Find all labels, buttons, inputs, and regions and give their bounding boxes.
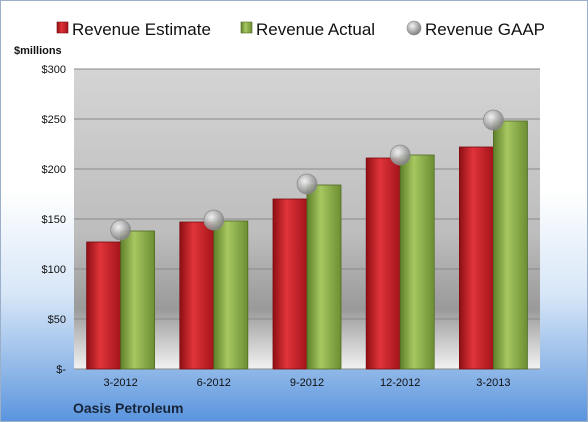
bar-revenue-estimate [272,198,308,370]
marker-revenue-gaap [110,219,131,241]
legend-swatch-gaap [406,20,422,36]
gaap-markers [110,109,504,241]
y-tick-label: $250 [42,114,66,126]
y-tick-label: $150 [42,214,66,226]
y-tick-label: $200 [42,164,66,176]
legend-label-estimate: Revenue Estimate [72,20,211,39]
bar-revenue-actual [399,154,435,370]
marker-revenue-gaap [389,144,411,166]
y-tick-label: $- [56,364,66,376]
legend-swatch-actual [240,21,253,34]
bar-revenue-estimate [179,221,215,370]
x-tick-label: 12-2012 [380,377,420,389]
legend-label-actual: Revenue Actual [256,20,375,39]
marker-revenue-gaap [483,109,504,131]
legend-label-gaap: Revenue GAAP [425,20,545,39]
y-axis-ticks: $- $50 $100 $150 $200 $250 $300 [42,64,67,376]
bar-revenue-estimate [365,157,401,370]
marker-revenue-gaap [203,209,225,231]
x-tick-label: 9-2012 [290,377,324,389]
bars [86,120,528,370]
x-tick-label: 6-2012 [197,377,231,389]
y-tick-label: $50 [48,314,66,326]
marker-revenue-gaap [296,173,318,195]
x-axis-ticks: 3-2012 6-2012 9-2012 12-2012 3-2013 [103,377,510,389]
x-tick-label: 3-2013 [476,377,510,389]
y-tick-label: $300 [42,64,66,76]
bar-revenue-estimate [458,146,494,370]
legend: Revenue Estimate Revenue Actual Revenue … [56,20,545,39]
bar-revenue-actual [492,120,528,370]
bar-revenue-actual [213,220,249,370]
bar-revenue-actual [120,230,155,370]
legend-swatch-estimate [56,21,69,34]
y-tick-label: $100 [42,264,66,276]
bar-revenue-estimate [86,241,121,370]
company-name: Oasis Petroleum [73,400,184,416]
x-tick-label: 3-2012 [103,377,137,389]
bar-revenue-actual [306,184,342,370]
unit-label: $millions [14,45,62,57]
